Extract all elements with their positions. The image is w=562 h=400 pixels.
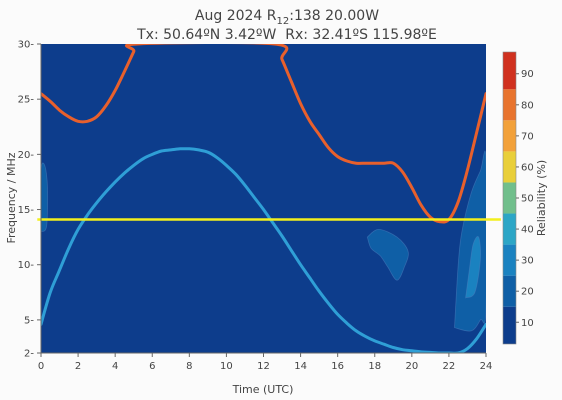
colorbar-tick-label: 50	[521, 194, 534, 205]
colorbar-tick-label: 60	[521, 162, 534, 173]
contour-region	[454, 150, 486, 332]
contour-region	[465, 236, 481, 299]
y-tick-label: 15-	[18, 205, 35, 216]
x-tick-label: 14	[294, 361, 307, 372]
y-tick-label: 5-	[24, 315, 34, 326]
colorbar-band	[503, 275, 516, 307]
y-tick-label: 20-	[18, 150, 35, 161]
muf-curve	[41, 44, 486, 224]
colorbar-tick-label: 20	[521, 287, 534, 298]
colorbar: 10 20 30 40 50 60 70 80 90	[502, 51, 534, 345]
y-axis-title: Frequency / MHz	[5, 152, 18, 243]
colorbar-tick-label: 70	[521, 131, 534, 142]
colorbar-band	[503, 89, 516, 121]
y-tick-label: 30-	[18, 40, 35, 51]
x-tick-label: 0	[38, 361, 44, 372]
x-tick-label: 2	[75, 361, 81, 372]
x-tick-label: 16	[331, 361, 344, 372]
colorbar-band	[503, 182, 516, 214]
colorbar-band	[503, 151, 516, 183]
y-tick-label: 10-	[18, 260, 35, 271]
y-axis: 2- 5- 10- 15- 20- 25- 30-	[18, 40, 42, 360]
x-tick-label: 24	[480, 361, 493, 372]
x-tick-label: 8	[186, 361, 192, 372]
x-tick-label: 6	[149, 361, 155, 372]
chart-title-line2: Tx: 50.64ºN 3.42ºW Rx: 32.41ºS 115.98ºE	[136, 27, 437, 43]
x-axis: 0 2 4 6 8 10 12 14 16 18 20 22 24	[38, 352, 493, 372]
colorbar-band	[503, 52, 516, 90]
y-tick-label: 25-	[18, 95, 35, 106]
luf-curve	[41, 147, 486, 353]
colorbar-tick-label: 80	[521, 100, 534, 111]
plot-area	[41, 44, 486, 353]
colorbar-tick-label: 40	[521, 225, 534, 236]
x-tick-label: 10	[220, 361, 233, 372]
colorbar-band	[503, 244, 516, 276]
x-axis-title: Time (UTC)	[232, 383, 294, 396]
contour-region	[366, 228, 409, 281]
x-tick-label: 20	[405, 361, 418, 372]
plot-background	[41, 44, 486, 353]
colorbar-title: Reliability (%)	[535, 160, 548, 236]
chart-title-line1: Aug 2024 R12:138 20.00W	[195, 8, 379, 27]
colorbar-tick-label: 10	[521, 318, 534, 329]
y-tick-label: 2-	[24, 349, 34, 360]
colorbar-band	[503, 306, 516, 344]
contour-region	[41, 162, 49, 233]
colorbar-tick-label: 90	[521, 69, 534, 80]
colorbar-band	[503, 213, 516, 245]
x-tick-label: 18	[368, 361, 381, 372]
x-tick-label: 22	[443, 361, 456, 372]
x-tick-label: 12	[257, 361, 270, 372]
colorbar-band	[503, 120, 516, 152]
colorbar-tick-label: 30	[521, 256, 534, 267]
title-subscript: 12	[277, 16, 290, 27]
x-tick-label: 4	[112, 361, 118, 372]
